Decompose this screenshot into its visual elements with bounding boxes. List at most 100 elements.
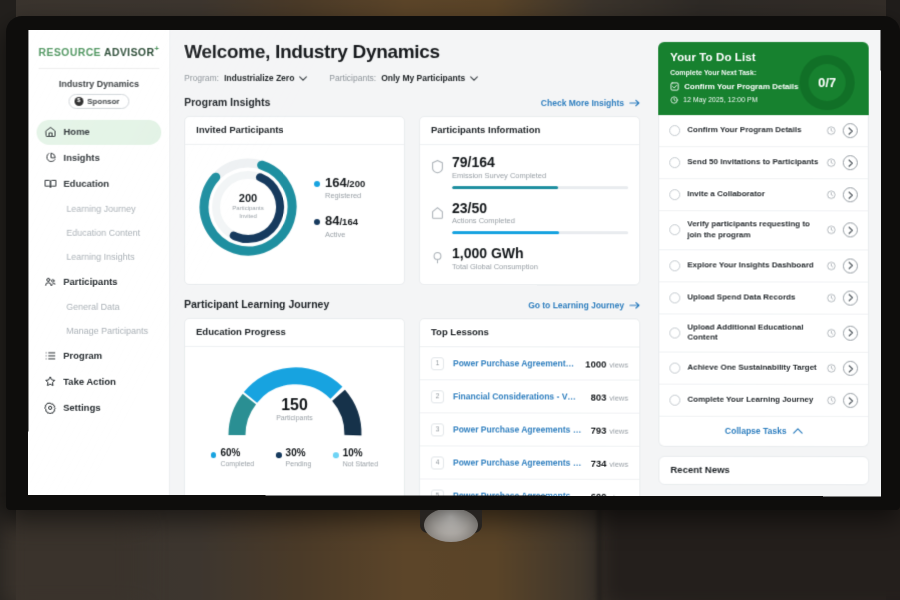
sidebar-item-learning-journey[interactable]: Learning Journey [36, 197, 161, 220]
sidebar-item-learning-insights[interactable]: Learning Insights [36, 245, 161, 268]
task-checkbox[interactable] [669, 362, 681, 374]
sponsor-badge-wrap: $ Sponsor [29, 93, 170, 117]
legend-dot-registered [314, 180, 321, 187]
sidebar-item-take-action[interactable]: Take Action [36, 369, 161, 394]
sidebar-item-manage-participants[interactable]: Manage Participants [36, 319, 161, 342]
info-icon[interactable] [827, 226, 836, 235]
table-row[interactable]: 5 Power Purchase Agreements 103 600views [420, 480, 639, 496]
task-checkbox[interactable] [669, 394, 681, 406]
task-open-button[interactable] [842, 258, 858, 274]
lesson-title-link[interactable]: Power Purchase Agreements 101 [452, 358, 577, 369]
sidebar-item-education-content[interactable]: Education Content [36, 221, 161, 244]
active-value: 84 [325, 213, 340, 229]
gear-icon [44, 402, 56, 414]
list-item[interactable]: Upload Additional Educational Content [659, 314, 869, 353]
sidebar-item-program[interactable]: Program [36, 343, 161, 368]
list-item[interactable]: Confirm Your Program Details [659, 115, 868, 148]
sidebar-item-insights[interactable]: Insights [37, 145, 162, 170]
lesson-rank: 4 [430, 456, 444, 470]
task-label: Verify participants requesting to join t… [687, 219, 810, 240]
task-checkbox[interactable] [669, 291, 681, 304]
task-open-button[interactable] [842, 360, 859, 377]
collapse-tasks-button[interactable]: Collapse Tasks [659, 417, 868, 446]
list-item[interactable]: Explore Your Insights Dashboard [659, 249, 868, 283]
main-content: Welcome, Industry Dynamics Program: Indu… [170, 30, 650, 496]
task-checkbox[interactable] [669, 157, 681, 169]
actions-completed-progress-bar [451, 231, 629, 235]
list-item[interactable]: Upload Spend Data Records [659, 281, 868, 315]
pending-percent: 30% [285, 448, 306, 460]
task-checkbox[interactable] [669, 125, 681, 137]
sidebar-subitem-label: Manage Participants [66, 325, 149, 336]
actions-completed-value: 23/50 [451, 199, 488, 216]
list-item[interactable]: Invite a Collaborator [659, 179, 868, 212]
donut-center-caption-2: Invited [239, 213, 257, 220]
lesson-title-link[interactable]: Power Purchase Agreements 103 [452, 490, 582, 496]
task-open-button[interactable] [842, 187, 858, 203]
sidebar-item-label: Education [63, 178, 110, 190]
task-open-button[interactable] [842, 325, 858, 341]
sidebar-item-label: Insights [63, 152, 100, 164]
sidebar-subitem-label: General Data [66, 301, 120, 312]
task-checkbox[interactable] [669, 327, 681, 339]
logo-plus: + [154, 43, 160, 53]
legend-dot-completed [210, 452, 217, 458]
info-icon[interactable] [827, 261, 836, 270]
table-row[interactable]: 1 Power Purchase Agreements 101 1000 view… [419, 347, 640, 381]
lesson-views-count: 793 [590, 425, 607, 437]
list-item[interactable]: Send 50 Invitations to Participants [659, 147, 868, 180]
sidebar-item-participants[interactable]: Participants [36, 269, 161, 294]
gauge-svg [227, 367, 361, 436]
list-icon [45, 352, 56, 360]
task-open-button[interactable] [842, 123, 858, 139]
sidebar-item-settings[interactable]: Settings [36, 395, 161, 420]
info-icon[interactable] [827, 190, 836, 199]
sidebar-subitem-label: Education Content [66, 227, 141, 238]
sidebar-item-home[interactable]: Home [36, 119, 162, 145]
learning-journey-header: Participant Learning Journey Go to Learn… [184, 299, 640, 311]
list-item[interactable]: Complete Your Learning Journey [659, 384, 869, 418]
task-open-button[interactable] [842, 393, 859, 409]
table-row[interactable]: 3 Power Purchase Agreements 101 793 views [419, 413, 640, 447]
task-open-button[interactable] [842, 155, 858, 171]
program-insights-header: Program Insights Check More Insights [184, 97, 640, 109]
list-item[interactable]: Verify participants requesting to join t… [659, 211, 868, 251]
donut-center-caption-1: Participants [232, 205, 264, 212]
go-to-learning-journey-link[interactable]: Go to Learning Journey [528, 300, 640, 310]
info-icon[interactable] [827, 329, 836, 338]
sponsor-badge[interactable]: $ Sponsor [68, 93, 130, 109]
check-more-insights-link[interactable]: Check More Insights [541, 98, 640, 108]
sidebar-subitem-label: Learning Journey [66, 203, 136, 214]
table-row[interactable]: 2 Financial Considerations - VPPAs 803 vi… [419, 380, 640, 414]
task-open-button[interactable] [842, 290, 858, 306]
info-icon[interactable] [827, 293, 836, 302]
task-checkbox[interactable] [669, 259, 681, 271]
list-item[interactable]: Achieve One Sustainability Target [659, 352, 869, 386]
table-row[interactable]: 4 Power Purchase Agreements 102 734 views [419, 446, 640, 480]
home-icon [45, 127, 56, 138]
info-icon[interactable] [827, 396, 836, 405]
lesson-title-link[interactable]: Power Purchase Agreements 102 [452, 457, 582, 468]
emission-survey-label: Emission Survey Completed [451, 170, 547, 180]
lesson-title-link[interactable]: Financial Considerations - VPPAs [452, 391, 582, 402]
chevron-right-icon [847, 159, 853, 167]
info-icon[interactable] [827, 158, 836, 167]
lesson-title-link[interactable]: Power Purchase Agreements 101 [452, 424, 582, 435]
task-checkbox[interactable] [669, 189, 681, 201]
todo-next-task-label: Confirm Your Program Details [684, 82, 799, 92]
donut-center-label: 200 Participants Invited [196, 155, 300, 259]
program-filter[interactable]: Program: Industrialize Zero [184, 73, 308, 83]
lesson-rank: 3 [430, 422, 444, 436]
card-body: 200 Participants Invited [185, 145, 404, 269]
info-icon[interactable] [827, 364, 836, 373]
sidebar-item-general-data[interactable]: General Data [36, 295, 161, 318]
sidebar-item-education[interactable]: Education [37, 171, 162, 196]
task-open-button[interactable] [842, 222, 858, 238]
todo-task-list: Confirm Your Program Details Send 50 Inv… [658, 115, 870, 448]
info-row-global-consumption: 1,000 GWh Total Global Consumption [431, 245, 628, 271]
participants-filter[interactable]: Participants: Only My Participants [329, 73, 478, 83]
info-icon[interactable] [827, 126, 836, 135]
emission-survey-progress-bar [451, 185, 629, 189]
app-logo[interactable]: RESOURCE ADVISOR+ [29, 36, 170, 67]
task-checkbox[interactable] [669, 224, 681, 236]
